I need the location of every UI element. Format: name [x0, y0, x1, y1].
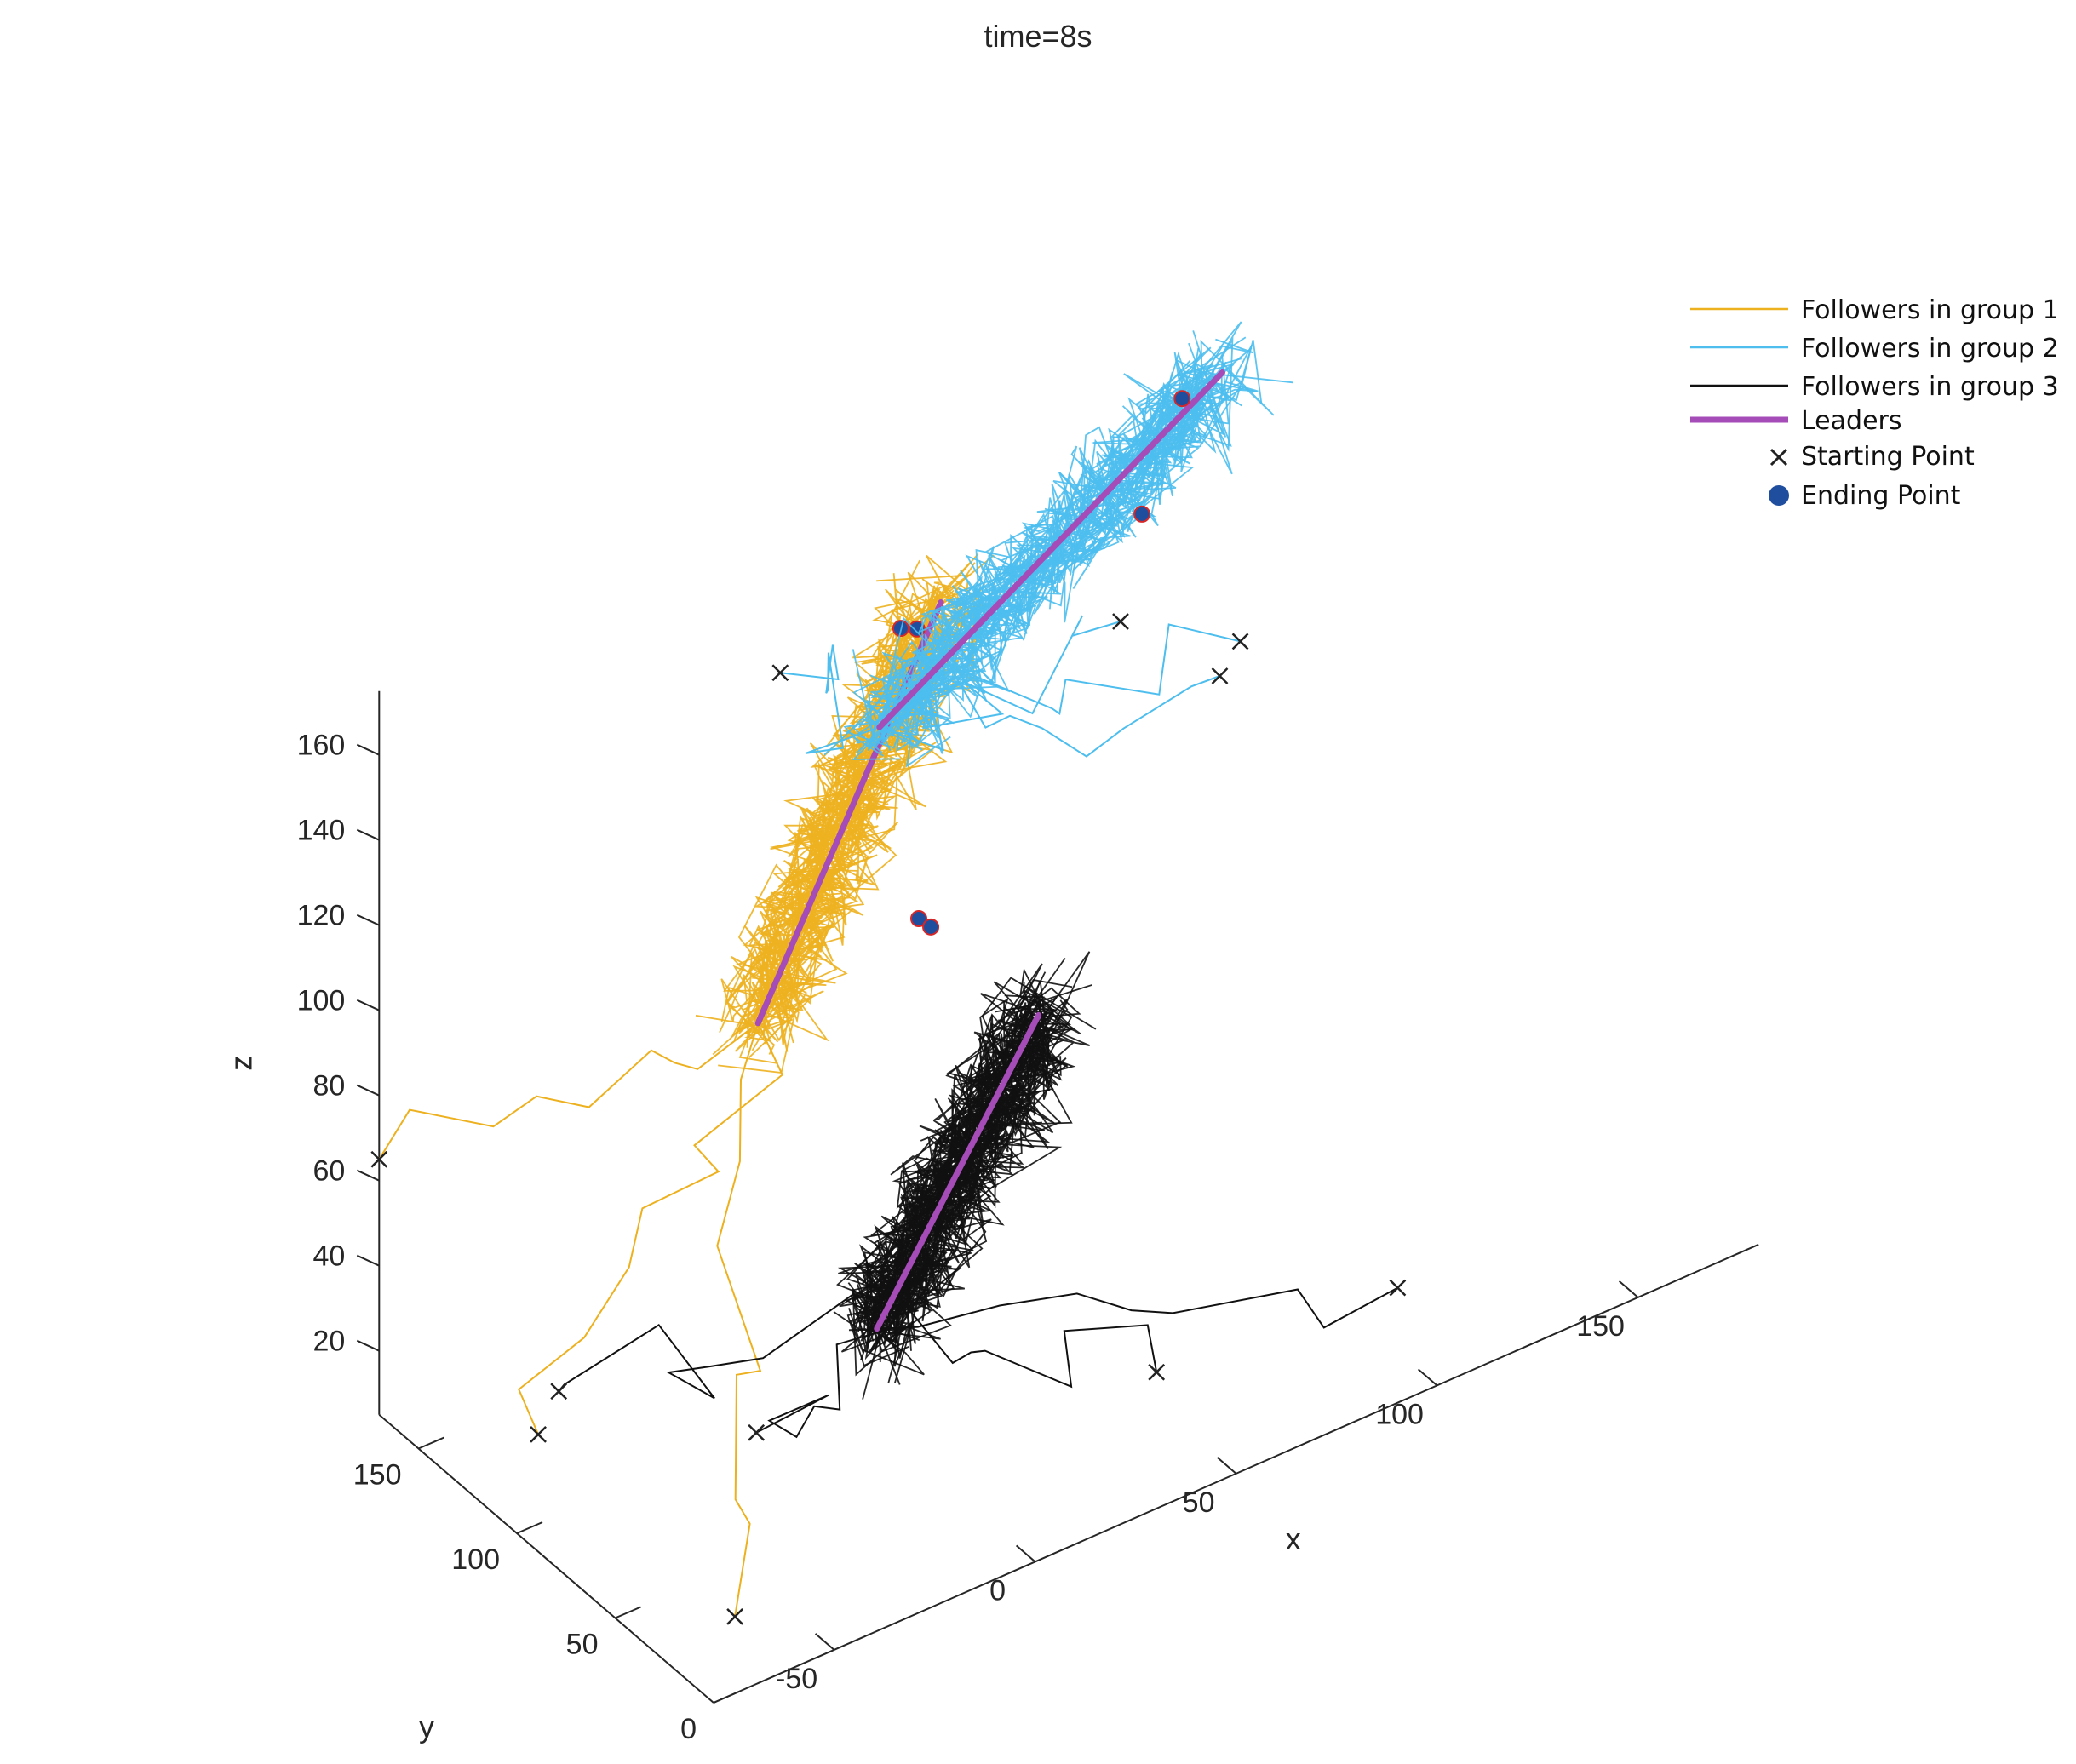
ending-point-marker — [1133, 505, 1151, 523]
legend-entry-group1: Followers in group 1 — [1690, 295, 2059, 325]
follower-approach-path — [378, 1022, 759, 1160]
starting-point-marker — [1148, 1363, 1166, 1381]
y-tick-label: 150 — [353, 1459, 402, 1492]
follower-trajectory — [861, 999, 1073, 1376]
z-tick-label: 20 — [313, 1326, 345, 1358]
starting-point-marker — [1231, 633, 1249, 650]
y-tick-label: 100 — [451, 1544, 500, 1576]
follower-approach-path — [876, 1286, 1398, 1330]
z-tick-mark — [356, 743, 380, 756]
y-axis-label: y — [419, 1710, 434, 1744]
legend-entry-group2: Followers in group 2 — [1690, 334, 2059, 364]
z-tick-mark — [356, 999, 380, 1011]
starting-point-marker — [726, 1608, 743, 1625]
x-tick-mark — [1216, 1457, 1237, 1475]
follower-approach-path — [716, 1022, 762, 1618]
follower-trajectory — [864, 363, 1233, 731]
x-tick-label: -50 — [776, 1663, 817, 1695]
z-tick-label: 40 — [313, 1240, 345, 1273]
series-group-3 — [550, 910, 1407, 1441]
legend-entry-start: Starting Point — [1769, 442, 1975, 472]
legend-label-leaders: Leaders — [1801, 406, 1902, 436]
z-tick-label: 80 — [313, 1070, 345, 1102]
legend-label-group1: Followers in group 1 — [1801, 295, 2059, 325]
z-tick-mark — [356, 1254, 380, 1267]
x-axis-label: x — [1286, 1521, 1301, 1556]
legend-entry-leaders: Leaders — [1690, 406, 1902, 436]
starting-point-marker — [550, 1383, 568, 1400]
plot-area — [370, 321, 1407, 1625]
legend-dot-icon — [1769, 485, 1789, 506]
legend-entry-end: Ending Point — [1769, 481, 1961, 511]
z-tick-label: 120 — [297, 900, 346, 932]
x-tick-label: 100 — [1375, 1398, 1424, 1430]
x-tick-label: 0 — [989, 1574, 1006, 1606]
z-tick-mark — [356, 914, 380, 926]
starting-point-marker — [1112, 613, 1129, 630]
starting-point-marker — [530, 1426, 547, 1443]
legend-label-start: Starting Point — [1801, 442, 1975, 472]
y-tick-label: 0 — [680, 1713, 697, 1745]
z-tick-mark — [356, 1169, 380, 1182]
series-group-2 — [771, 321, 1293, 768]
starting-point-marker — [1211, 667, 1229, 684]
starting-point-marker — [771, 664, 789, 682]
legend: Followers in group 1 Followers in group … — [1690, 295, 2059, 511]
leader-path — [874, 1011, 1042, 1332]
z-tick-mark — [356, 1339, 380, 1352]
x-tick-mark — [1618, 1280, 1639, 1298]
x-tick-label: 150 — [1576, 1310, 1625, 1343]
z-tick-label: 60 — [313, 1155, 345, 1188]
starting-point-marker — [1389, 1279, 1407, 1297]
legend-label-group2: Followers in group 2 — [1801, 334, 2059, 364]
x-tick-label: 50 — [1183, 1486, 1215, 1519]
leader-path — [754, 598, 944, 1027]
ending-point-marker — [910, 910, 927, 927]
follower-approach-path — [780, 644, 880, 754]
chart-title: time=8s — [984, 19, 1092, 54]
legend-entry-group3: Followers in group 3 — [1690, 372, 2059, 402]
follower-trajectory — [852, 389, 1221, 739]
z-tick-mark — [356, 828, 380, 841]
y-tick-mark — [713, 1691, 740, 1704]
ending-point-marker — [1173, 390, 1191, 408]
z-tick-label: 140 — [297, 815, 346, 847]
leader-path — [876, 369, 1225, 730]
follower-trajectory — [856, 330, 1227, 754]
axes-box: -50 0 50 100 150 0 50 100 150 20 40 60 80 100 120 140 16… — [223, 690, 1759, 1745]
follower-trajectory — [863, 997, 1054, 1367]
follower-trajectory — [868, 338, 1254, 750]
y-tick-mark — [516, 1521, 543, 1534]
follower-approach-path — [558, 1292, 878, 1400]
starting-point-marker — [748, 1423, 766, 1441]
x-tick-mark — [1015, 1544, 1036, 1563]
legend-label-group3: Followers in group 3 — [1801, 372, 2059, 402]
y-tick-mark — [418, 1436, 444, 1450]
z-axis-label: z — [223, 1056, 258, 1071]
z-tick-label: 160 — [297, 730, 346, 762]
legend-label-end: Ending Point — [1801, 481, 1961, 511]
y-axis-line — [378, 1413, 714, 1704]
follower-trajectory — [864, 988, 1073, 1340]
follower-approach-path — [518, 1022, 784, 1435]
ending-point-marker — [922, 918, 940, 936]
follower-trajectory — [854, 1019, 1067, 1328]
x-tick-mark — [1417, 1368, 1438, 1387]
y-tick-mark — [615, 1606, 641, 1619]
y-tick-label: 50 — [566, 1629, 599, 1661]
starting-point-marker — [370, 1150, 388, 1168]
z-tick-mark — [356, 1084, 380, 1097]
x-tick-mark — [814, 1633, 835, 1651]
follower-approach-path — [879, 623, 1241, 752]
z-tick-label: 100 — [297, 985, 346, 1017]
legend-cross-icon — [1769, 448, 1788, 467]
